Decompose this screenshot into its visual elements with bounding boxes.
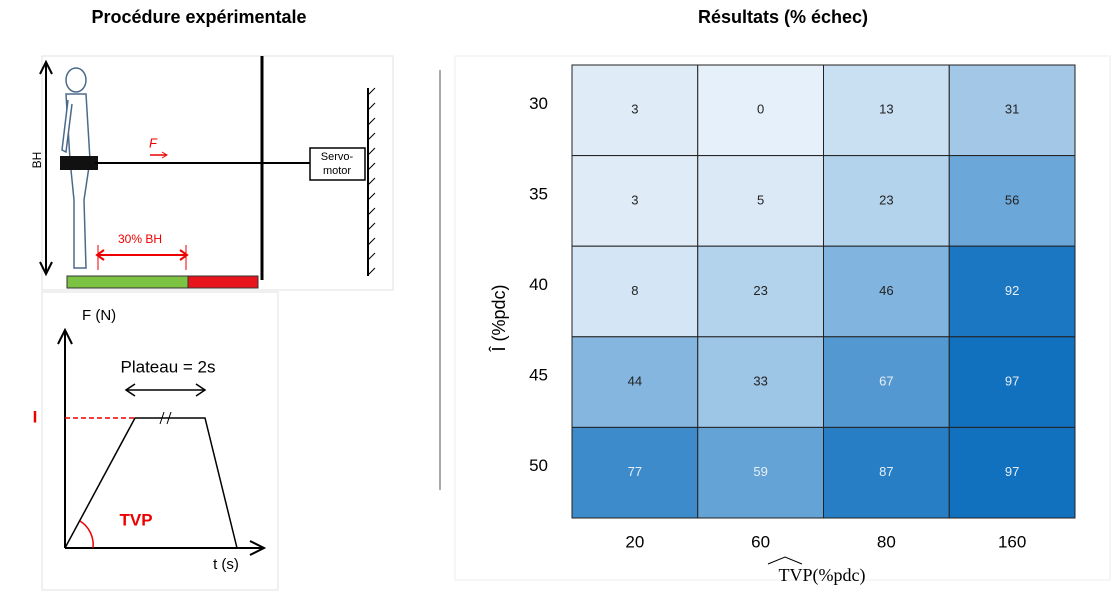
cell-label: 13 bbox=[879, 102, 893, 117]
setup-diagram bbox=[39, 56, 376, 289]
heat-cell bbox=[697, 64, 824, 157]
profile-frame bbox=[41, 291, 279, 591]
cell-label: 33 bbox=[753, 374, 767, 389]
cell-label: 23 bbox=[879, 192, 893, 207]
heat-cell bbox=[571, 426, 699, 519]
x-tick-label: 20 bbox=[625, 532, 644, 551]
cell-label: 3 bbox=[631, 102, 638, 117]
x-tick-label: 80 bbox=[877, 532, 896, 551]
heat-cell bbox=[823, 155, 950, 247]
motor-label: Servo- bbox=[321, 151, 354, 163]
heat-cell bbox=[571, 336, 699, 428]
cell-label: 31 bbox=[1005, 102, 1019, 117]
plateau-label: Plateau = 2s bbox=[121, 357, 216, 376]
heat-cell bbox=[571, 155, 699, 247]
motor-label: motor bbox=[323, 165, 351, 177]
cell-label: 23 bbox=[753, 283, 767, 298]
distance-label: 30% BH bbox=[118, 232, 162, 246]
hat bbox=[767, 556, 803, 565]
cell-label: 46 bbox=[879, 283, 893, 298]
cell-label: 0 bbox=[757, 102, 764, 117]
heat-cell bbox=[571, 64, 699, 157]
heat-cell bbox=[697, 336, 824, 428]
cell-label: 77 bbox=[628, 464, 642, 479]
y-tick-label: 35 bbox=[529, 184, 548, 203]
heat-cell bbox=[948, 155, 1076, 247]
x-axis-label: t (s) bbox=[213, 556, 239, 573]
height-label: BH bbox=[30, 152, 44, 169]
heat-cell bbox=[697, 426, 824, 519]
heat-cell bbox=[571, 245, 699, 338]
heatmap-x-label: TVP(%pdc) bbox=[779, 565, 866, 586]
force-profile bbox=[57, 327, 267, 556]
force-label: F bbox=[149, 135, 158, 150]
cell-label: 87 bbox=[879, 464, 893, 479]
cell-label: 92 bbox=[1005, 283, 1019, 298]
heat-cell bbox=[948, 336, 1076, 428]
cell-label: 59 bbox=[753, 464, 767, 479]
level-label: I bbox=[33, 407, 38, 426]
heat-cell bbox=[823, 64, 950, 157]
slope-label: TVP bbox=[119, 510, 152, 529]
cell-label: 97 bbox=[1005, 374, 1019, 389]
heat-cell bbox=[823, 245, 950, 338]
heat-cell bbox=[948, 426, 1076, 519]
setup-frame bbox=[41, 55, 394, 291]
x-tick-label: 60 bbox=[751, 532, 770, 551]
left-title: Procédure expérimentale bbox=[91, 7, 306, 27]
cell-label: 3 bbox=[631, 192, 638, 207]
heat-cell bbox=[697, 245, 824, 338]
y-tick-label: 50 bbox=[529, 456, 548, 475]
cell-label: 97 bbox=[1005, 464, 1019, 479]
cell-label: 8 bbox=[631, 283, 638, 298]
y-tick-label: 45 bbox=[529, 366, 548, 385]
chart-title: Résultats (% échec) bbox=[698, 7, 868, 27]
cell-label: 67 bbox=[879, 374, 893, 389]
x-tick-label: 160 bbox=[998, 532, 1026, 551]
y-tick-label: 40 bbox=[529, 275, 548, 294]
cell-label: 44 bbox=[628, 374, 642, 389]
y-axis-label: F (N) bbox=[82, 307, 116, 324]
chart-frame bbox=[454, 55, 1111, 581]
heat-cell bbox=[823, 336, 950, 428]
cell-label: 56 bbox=[1005, 192, 1019, 207]
heatmap-y-label: Î (%pdc) bbox=[489, 284, 509, 352]
y-tick-label: 30 bbox=[529, 94, 548, 113]
cell-label: 5 bbox=[757, 192, 764, 207]
